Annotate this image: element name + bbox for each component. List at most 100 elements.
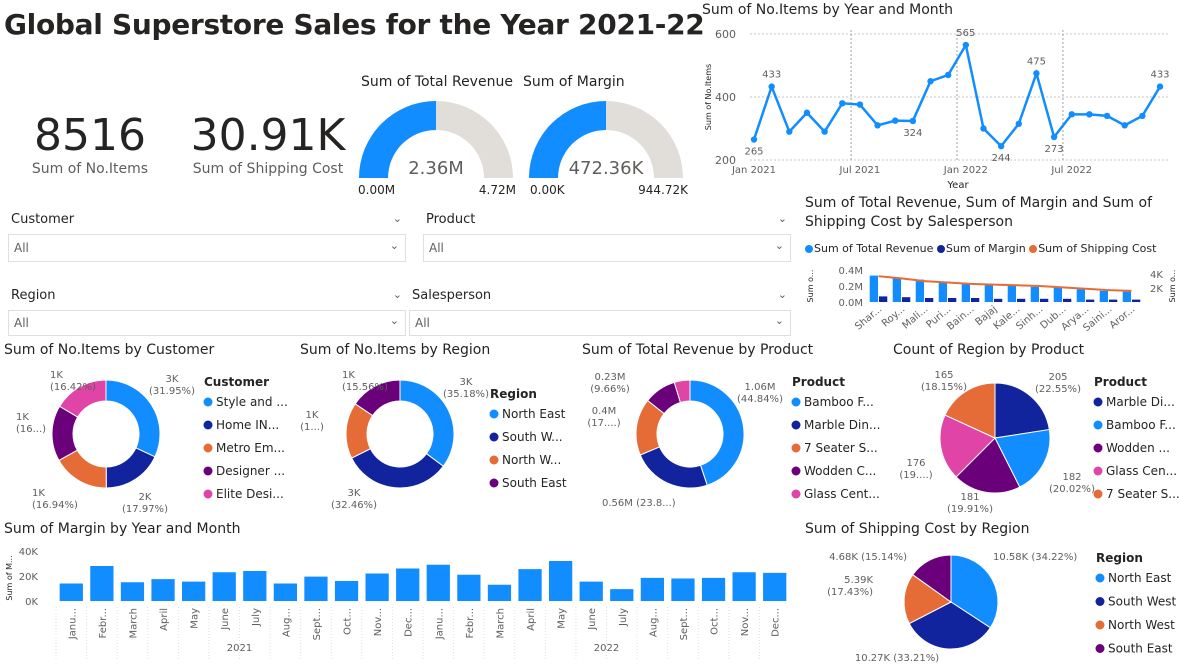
legend-item[interactable]: Sum of Margin <box>936 242 1026 255</box>
chart-title: Sum of No.Items by Year and Month <box>702 2 954 18</box>
bar-chart-margin-by-month[interactable]: Sum of Margin by Year and Month 0K 20K 40K… <box>2 520 792 667</box>
bar <box>610 589 634 601</box>
data-point <box>944 71 952 79</box>
x-tick-label: March <box>495 608 506 638</box>
bar <box>457 574 481 601</box>
pie-chart-shipping-by-region[interactable]: Sum of Shipping Cost by Region 10.58K (3… <box>803 520 1180 667</box>
data-label: (17....) <box>587 418 620 429</box>
slicer-salesperson[interactable]: Salesperson ⌄ All ⌄ <box>409 286 791 336</box>
donut-plot: 3K(35.18%)3K(32.46%)1K(1...)1K(15.56%) Re… <box>300 370 567 511</box>
legend-marker <box>1093 397 1103 407</box>
bar-margin <box>925 298 934 302</box>
chevron-down-icon: ⌄ <box>389 239 399 252</box>
x-tick-label: Sinh... <box>1014 304 1045 333</box>
bar-margin <box>902 297 911 302</box>
chevron-down-icon[interactable]: ⌄ <box>392 212 402 225</box>
x-tick-label: June <box>220 608 231 631</box>
legend-item: South W... <box>502 430 563 444</box>
data-label: 1K <box>16 412 29 423</box>
legend-item: Metro Em... <box>216 441 285 455</box>
bar <box>334 581 359 601</box>
data-point <box>927 78 934 85</box>
slicer-dropdown[interactable]: All ⌄ <box>8 234 406 262</box>
slicer-value: All <box>429 241 444 255</box>
gauge-margin[interactable]: Sum of Margin 472.36K 0.00K 944.72K <box>522 74 692 200</box>
slice <box>673 379 691 404</box>
bar-revenue <box>984 284 993 302</box>
data-label: 176 <box>906 458 925 469</box>
donut-chart-items-by-customer[interactable]: Sum of No.Items by Customer 3K (31.95%) 2K… <box>2 342 298 520</box>
chevron-down-icon[interactable]: ⌄ <box>777 288 787 301</box>
data-label: 265 <box>744 147 763 158</box>
legend-item: South East <box>1108 642 1173 656</box>
data-label: (22.55%) <box>1035 384 1081 395</box>
legend-item: Wodden ... <box>1106 441 1170 455</box>
legend-item: Glass Cen... <box>1106 464 1177 478</box>
data-label: (15.56%) <box>342 382 388 393</box>
slice <box>639 446 708 489</box>
chevron-down-icon[interactable]: ⌄ <box>777 212 787 225</box>
slicer-product[interactable]: Product ⌄ All ⌄ <box>423 210 791 262</box>
gauge-min-label: 0.00K <box>530 183 566 197</box>
legend-item: 7 Seater S... <box>804 441 878 455</box>
x-tick-label: May <box>190 608 201 629</box>
data-label: (1...) <box>300 422 324 433</box>
bar <box>59 583 83 601</box>
combo-chart-salesperson[interactable]: Sum of Total Revenue, Sum of Margin and … <box>803 194 1179 344</box>
bar-revenue <box>1122 291 1131 302</box>
bar-revenue <box>1030 286 1039 302</box>
data-label: 1K <box>342 370 355 381</box>
legend-title: Product <box>792 375 845 389</box>
data-label: 182 <box>1062 472 1081 483</box>
donut-chart-revenue-by-product[interactable]: Sum of Total Revenue by Product 1.06M (44… <box>580 342 890 520</box>
bar <box>120 582 145 601</box>
chevron-down-icon[interactable]: ⌄ <box>392 288 402 301</box>
data-point <box>962 41 970 49</box>
legend-item[interactable]: Sum of Shipping Cost <box>1029 242 1156 255</box>
y-tick-label-left: 0.4M <box>838 266 863 277</box>
bar <box>763 572 787 601</box>
data-point <box>803 109 811 116</box>
data-label: (35.18%) <box>443 389 489 400</box>
year-label: 2022 <box>594 643 619 654</box>
kpi-card-shipping[interactable]: 30.91K Sum of Shipping Cost <box>188 110 348 177</box>
gauge-revenue[interactable]: Sum of Total Revenue 2.36M 0.00M 4.72M <box>356 74 518 200</box>
data-label: 3K <box>348 488 361 499</box>
kpi-card-items[interactable]: 8516 Sum of No.Items <box>20 110 160 177</box>
data-label: 0.56M (23.8...) <box>602 498 676 509</box>
data-label: 565 <box>956 28 975 39</box>
kpi-value: 8516 <box>34 110 146 161</box>
legend-title: Product <box>1094 375 1147 389</box>
slicer-value: All <box>14 316 29 330</box>
slicer-dropdown[interactable]: All ⌄ <box>409 310 791 336</box>
data-point <box>1121 122 1128 129</box>
data-label: 0.23M <box>595 372 626 383</box>
slicer-region[interactable]: Region ⌄ All ⌄ <box>8 286 406 336</box>
pie-chart-region-count-by-product[interactable]: Count of Region by Product 205 (22.55%) 18… <box>890 342 1180 520</box>
slicer-customer[interactable]: Customer ⌄ All ⌄ <box>8 210 406 262</box>
x-tick-label: Aug... <box>648 608 659 637</box>
slicer-dropdown[interactable]: All ⌄ <box>8 310 406 336</box>
legend-item: Glass Cent... <box>804 487 880 501</box>
y-axis-title-left: Sum o... <box>806 270 815 303</box>
bar <box>640 577 664 601</box>
bar-margin <box>1063 298 1072 302</box>
slice <box>912 554 952 603</box>
data-label: 475 <box>1027 56 1046 67</box>
slice <box>689 379 745 486</box>
legend-item[interactable]: Sum of Total Revenue <box>805 242 933 255</box>
x-tick-label: Febr... <box>98 608 109 638</box>
legend-item: Wodden C... <box>804 464 876 478</box>
kpi-label: Sum of No.Items <box>31 161 149 177</box>
kpi-value: 30.91K <box>190 110 346 161</box>
slice <box>955 437 1021 494</box>
line-chart-items-by-month[interactable]: Sum of No.Items by Year and Month 600 400… <box>700 2 1176 192</box>
legend-item: 7 Seater S... <box>1106 487 1180 501</box>
y-axis-title-right: Sum o... <box>1168 270 1177 303</box>
slicer-dropdown[interactable]: All ⌄ <box>423 234 791 262</box>
donut-chart-items-by-region[interactable]: Sum of No.Items by Region 3K (35.18%) 3K (3… <box>298 342 580 520</box>
legend-marker <box>1095 573 1105 583</box>
x-tick-label: Nov... <box>373 608 384 636</box>
bar <box>365 573 389 601</box>
